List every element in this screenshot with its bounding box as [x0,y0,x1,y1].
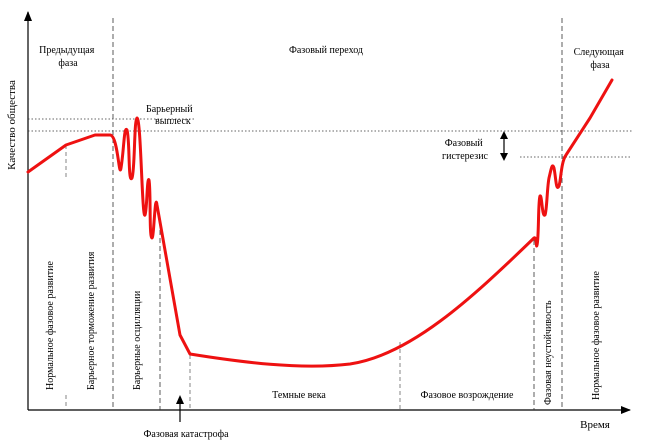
phase-hysteresis-label: Фазовый гистерезис [442,138,489,162]
previous-phase-label: Предыдущая фаза [39,45,97,69]
society-quality-curve [26,78,614,368]
stage-normal-development-next: Нормальное фазовое развитие [591,270,602,400]
stage-dark-ages: Темные века [272,390,326,401]
phase-catastrophe-label: Фазовая катастрофа [143,429,229,440]
hysteresis-arrow-up [500,131,508,139]
x-axis-label: Время [580,419,610,431]
catastrophe-arrow-head [176,395,184,404]
y-axis-label: Качество общества [6,80,18,170]
barrier-burst-label: Барьерный выплеск [146,104,195,127]
stage-barrier-oscillations: Барьерные осцилляции [132,290,143,390]
next-phase-label: Следующая фаза [574,47,627,71]
stage-phase-instability: Фазовая неустойчивость [543,300,554,405]
stage-barrier-braking: Барьерное торможение развития [86,251,97,390]
stage-phase-revival: Фазовое возрождение [421,390,514,401]
stage-normal-development: Нормальное фазовое развитие [45,260,56,390]
hysteresis-arrow-down [500,153,508,161]
phase-transition-label: Фазовый переход [289,45,363,56]
